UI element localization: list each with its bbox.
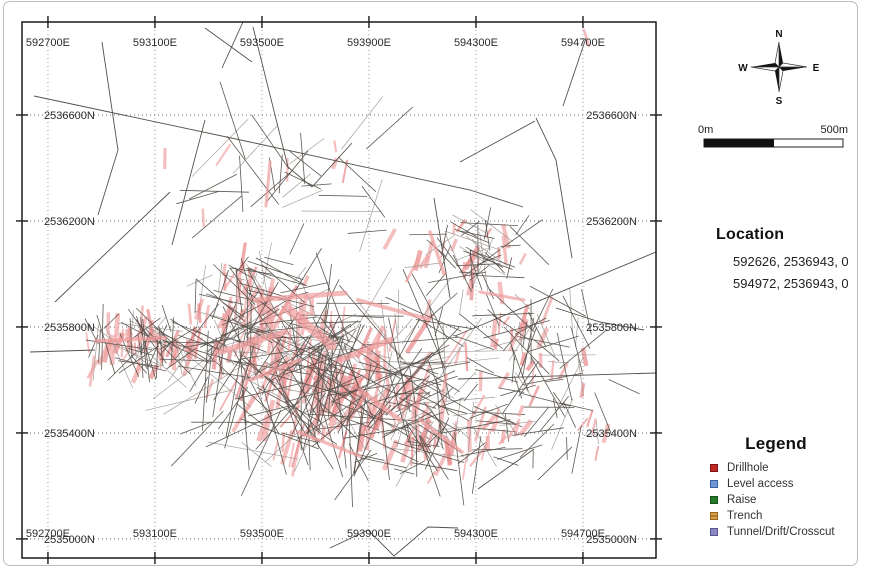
location-title: Location bbox=[716, 226, 785, 243]
compass-east-label: E bbox=[813, 63, 820, 74]
compass-rose: N E S W bbox=[735, 26, 825, 110]
legend-item: Raise bbox=[710, 492, 862, 508]
northing-label-left: 2535400N bbox=[44, 428, 95, 440]
location-coordinate-2: 594972, 2536943, 0 bbox=[733, 276, 849, 291]
legend-item-label: Level access bbox=[727, 478, 794, 490]
legend-item-label: Tunnel/Drift/Crosscut bbox=[727, 526, 835, 538]
legend-item-label: Drillhole bbox=[727, 462, 769, 474]
easting-label-bottom: 593100E bbox=[133, 528, 177, 540]
compass-south-label: S bbox=[776, 96, 783, 107]
easting-label-top: 594700E bbox=[561, 37, 605, 49]
scale-bar-end-label: 500m bbox=[820, 124, 848, 136]
northing-label-right: 2535400N bbox=[586, 428, 637, 440]
compass-star bbox=[750, 41, 808, 93]
location-coordinate-1: 592626, 2536943, 0 bbox=[733, 254, 849, 269]
drillhole-trace-network bbox=[29, 22, 656, 557]
axis-ticks bbox=[16, 16, 662, 564]
easting-label-top: 594300E bbox=[454, 37, 498, 49]
legend-item: Tunnel/Drift/Crosscut bbox=[710, 524, 862, 540]
compass-west-label: W bbox=[738, 63, 748, 74]
northing-label-right: 2535000N bbox=[586, 534, 637, 546]
legend-item: Drillhole bbox=[710, 460, 862, 476]
legend-item: Level access bbox=[710, 476, 862, 492]
easting-label-bottom: 593500E bbox=[240, 528, 284, 540]
legend-swatch-icon bbox=[710, 512, 718, 520]
scale-bar-filled-half bbox=[704, 139, 774, 147]
compass-north-label: N bbox=[775, 29, 782, 40]
legend-swatch-icon bbox=[710, 528, 718, 536]
legend-swatch-icon bbox=[710, 480, 718, 488]
axis-labels: 592700E 592700E 593100E 593100E 593500E 59350… bbox=[26, 37, 637, 546]
northing-label-right: 2535800N bbox=[586, 322, 637, 334]
legend-item-label: Trench bbox=[727, 510, 763, 522]
legend-item-label: Raise bbox=[727, 494, 757, 506]
northing-label-left: 2536600N bbox=[44, 110, 95, 122]
northing-label-right: 2536200N bbox=[586, 216, 637, 228]
easting-label-bottom: 594300E bbox=[454, 528, 498, 540]
easting-label-bottom: 592700E bbox=[26, 528, 70, 540]
northing-label-left: 2535800N bbox=[44, 322, 95, 334]
northing-label-right: 2536600N bbox=[586, 110, 637, 122]
easting-label-top: 593900E bbox=[347, 37, 391, 49]
legend-list: Drillhole Level access Raise Trench Tunnel/D… bbox=[690, 460, 862, 540]
northing-label-left: 2535000N bbox=[44, 534, 95, 546]
scale-bar-start-label: 0m bbox=[698, 124, 713, 136]
legend-title: Legend bbox=[745, 434, 807, 453]
location-panel: Location 592626, 2536943, 0 594972, 2536… bbox=[700, 226, 865, 298]
easting-label-top: 592700E bbox=[26, 37, 70, 49]
grid-lines bbox=[22, 22, 656, 558]
easting-label-bottom: 593900E bbox=[347, 528, 391, 540]
easting-label-top: 593100E bbox=[133, 37, 177, 49]
legend-swatch-icon bbox=[710, 496, 718, 504]
legend-swatch-icon bbox=[710, 464, 718, 472]
easting-label-top: 593500E bbox=[240, 37, 284, 49]
scale-bar: 0m 500m bbox=[692, 120, 852, 154]
map-frame bbox=[21, 21, 657, 559]
legend-panel: Legend Drillhole Level access Raise Trench T… bbox=[690, 434, 862, 540]
legend-item: Trench bbox=[710, 508, 862, 524]
easting-label-bottom: 594700E bbox=[561, 528, 605, 540]
northing-label-left: 2536200N bbox=[44, 216, 95, 228]
